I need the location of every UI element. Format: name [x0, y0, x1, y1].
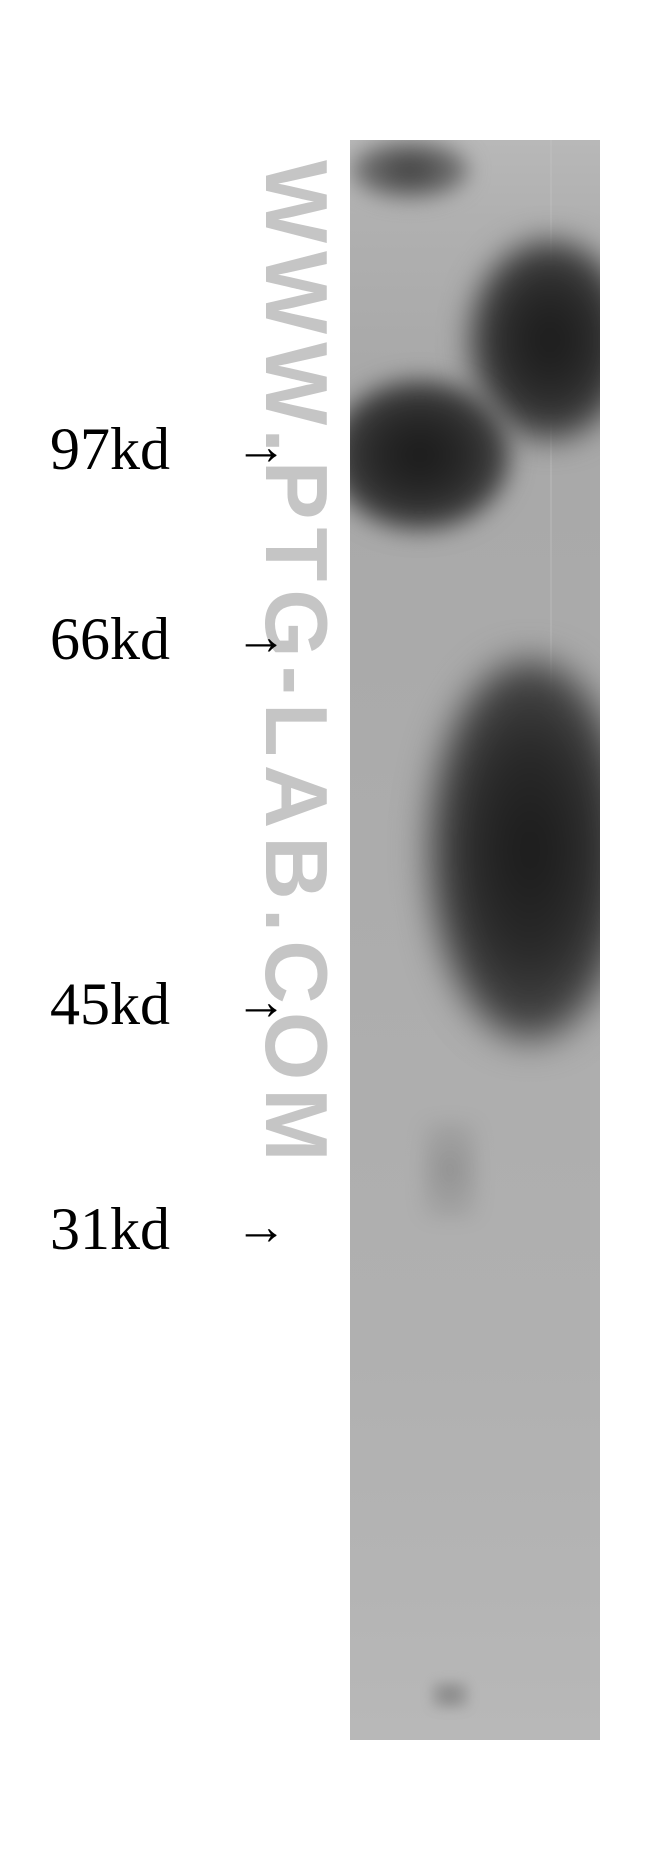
marker-label-97: 97kd [50, 415, 170, 484]
lane-smudge-1 [420, 1120, 480, 1220]
marker-label-45: 45kd [50, 970, 170, 1039]
blot-figure: WWW.PTG-LAB.COM 97kd → 66kd → 45kd → 31k… [0, 0, 650, 1855]
marker-arrow-66: → [235, 608, 287, 667]
marker-arrow-31: → [235, 1198, 287, 1257]
marker-arrow-45: → [235, 973, 287, 1032]
marker-label-31: 31kd [50, 1195, 170, 1264]
band-faint-60kd [350, 140, 470, 200]
marker-label-66: 66kd [50, 605, 170, 674]
band-large-smear [430, 660, 600, 1040]
marker-arrow-97: → [235, 418, 287, 477]
lane-streak [550, 140, 552, 740]
band-97kd [350, 380, 510, 530]
lane-smudge-2 [430, 1680, 470, 1710]
blot-lane [350, 140, 600, 1740]
